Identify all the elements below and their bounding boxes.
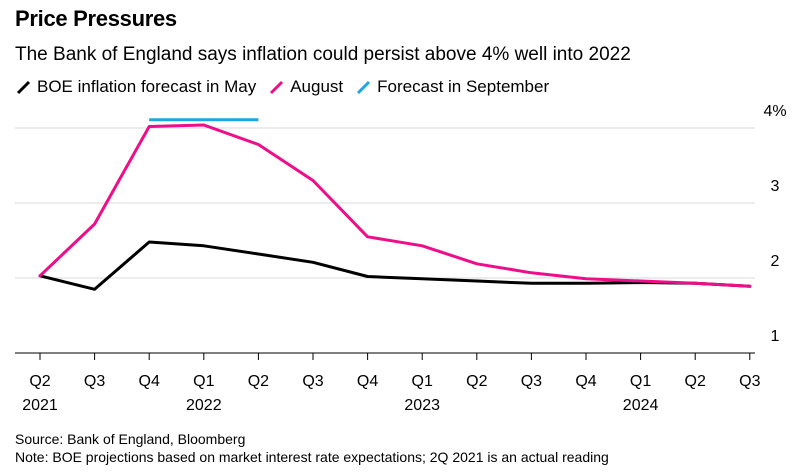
x-tick-label-12: Q2 [685, 373, 706, 390]
legend-item-may: BOE inflation forecast in May [15, 77, 256, 97]
x-tick-label-4: Q2 [248, 373, 269, 390]
legend-swatch-may [16, 80, 31, 95]
y-tick-label-2: 2 [771, 253, 780, 270]
legend-swatch-september [357, 80, 371, 95]
source-note: Source: Bank of England, Bloomberg Note:… [15, 430, 609, 466]
x-tick-label-10: Q4 [575, 373, 596, 390]
x-year-label-3: 2024 [623, 397, 659, 414]
series-line-0 [38, 240, 752, 291]
x-tick-label-5: Q3 [302, 373, 323, 390]
source-text: Source: Bank of England, Bloomberg [15, 431, 246, 447]
x-tick-label-3: Q1 [193, 373, 214, 390]
legend-label-may: BOE inflation forecast in May [37, 77, 257, 96]
x-tick-label-1: Q3 [84, 373, 105, 390]
x-year-label-1: 2022 [186, 397, 222, 414]
note-text: Note: BOE projections based on market in… [15, 449, 609, 465]
chart-title: Price Pressures [15, 6, 177, 31]
y-tick-label-0: 4% [763, 103, 786, 120]
x-tick-label-7: Q1 [412, 373, 433, 390]
legend: BOE inflation forecast in May August For… [15, 77, 561, 97]
x-tick-label-8: Q2 [466, 373, 487, 390]
x-tick-label-6: Q4 [357, 373, 378, 390]
y-tick-label-1: 3 [771, 178, 780, 195]
x-tick-label-0: Q2 [29, 373, 50, 390]
legend-label-september: Forecast in September [377, 77, 550, 96]
chart-subtitle: The Bank of England says inflation could… [15, 44, 631, 65]
y-tick-label-3: 1 [771, 328, 780, 345]
legend-item-september: Forecast in September [355, 77, 549, 97]
x-tick-label-9: Q3 [521, 373, 542, 390]
x-tick-label-11: Q1 [630, 373, 651, 390]
x-year-label-2: 2023 [404, 397, 440, 414]
x-tick-label-13: Q3 [739, 373, 760, 390]
series-line-1 [38, 123, 752, 288]
legend-item-august: August [268, 77, 343, 97]
legend-swatch-august [270, 80, 284, 95]
x-year-label-0: 2021 [22, 397, 58, 414]
x-tick-label-2: Q4 [139, 373, 160, 390]
legend-label-august: August [290, 77, 344, 96]
